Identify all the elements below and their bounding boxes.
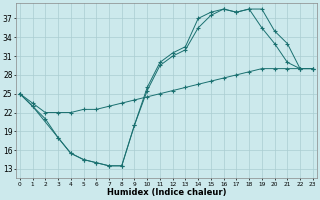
- X-axis label: Humidex (Indice chaleur): Humidex (Indice chaleur): [107, 188, 226, 197]
